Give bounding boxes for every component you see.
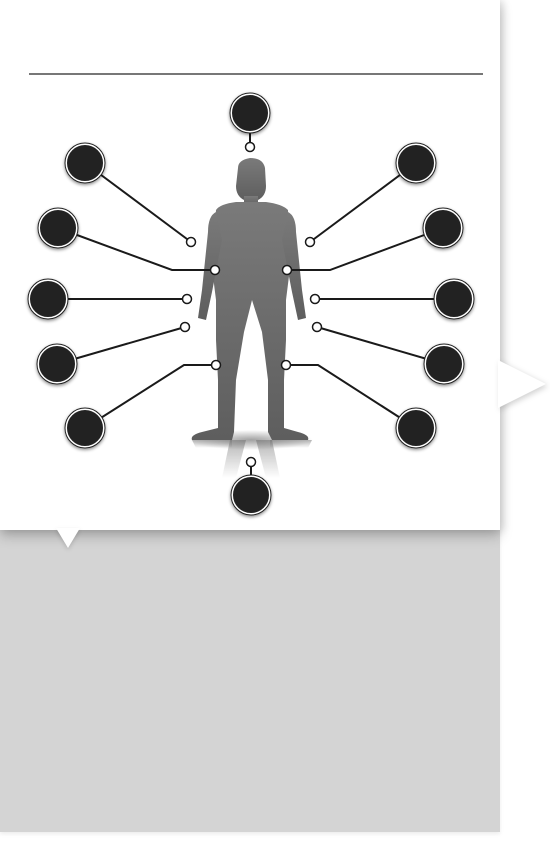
human-body-callout-diagram — [0, 0, 500, 530]
callout-node-left-1[interactable] — [65, 143, 105, 183]
callout-node-right-1[interactable] — [396, 143, 436, 183]
anchor-left-1 — [187, 238, 196, 247]
anchor-left-5 — [212, 361, 221, 370]
callout-node-left-3[interactable] — [28, 279, 68, 319]
callout-node-top[interactable] — [230, 93, 270, 133]
connector-right-2 — [287, 228, 443, 270]
callout-node-left-2[interactable] — [38, 208, 78, 248]
anchor-right-1 — [306, 238, 315, 247]
anchor-right-4 — [313, 323, 322, 332]
connector-left-5 — [85, 365, 216, 428]
anchor-top — [246, 143, 255, 152]
callout-node-left-4[interactable] — [37, 344, 77, 384]
card-pointer-right — [498, 360, 546, 408]
callout-node-bottom[interactable] — [231, 475, 271, 515]
diagram-card — [0, 0, 500, 530]
anchor-left-3 — [183, 295, 192, 304]
callout-node-right-2[interactable] — [423, 208, 463, 248]
anchor-right-2 — [283, 266, 292, 275]
callout-node-right-4[interactable] — [424, 344, 464, 384]
callout-node-left-5[interactable] — [65, 408, 105, 448]
connector-right-5 — [286, 365, 416, 428]
anchor-left-2 — [211, 266, 220, 275]
connector-left-2 — [58, 228, 215, 270]
anchor-bottom — [247, 458, 256, 467]
callout-node-right-3[interactable] — [434, 279, 474, 319]
anchor-right-3 — [311, 295, 320, 304]
person-silhouette — [189, 158, 313, 478]
anchor-right-5 — [282, 361, 291, 370]
callout-node-right-5[interactable] — [396, 408, 436, 448]
anchor-left-4 — [181, 323, 190, 332]
gray-panel — [0, 525, 500, 832]
card-pointer-down — [56, 528, 80, 548]
